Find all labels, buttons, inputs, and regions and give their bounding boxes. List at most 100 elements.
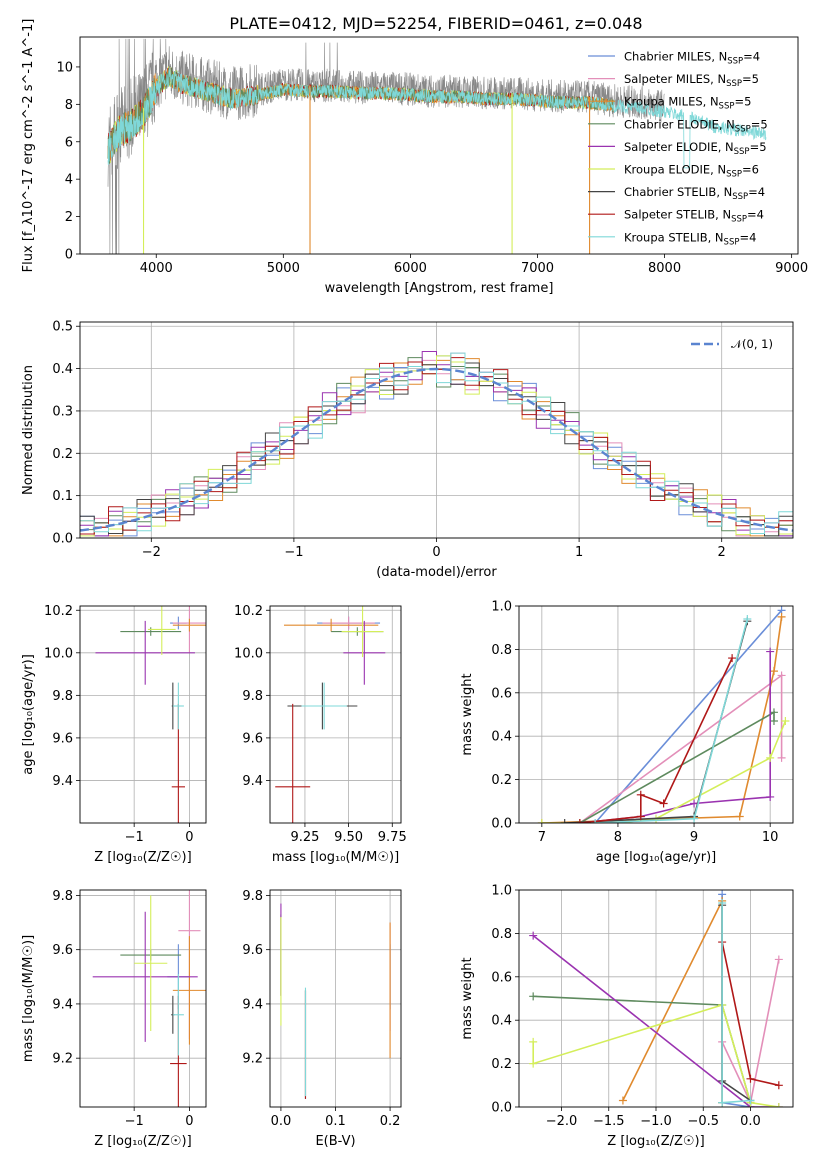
y-tick-label: 9.6 <box>242 943 263 958</box>
y-tick-label: 9.4 <box>52 997 73 1012</box>
x-tick-label: −1 <box>125 830 144 845</box>
mass-weight-marker <box>728 654 737 663</box>
mass-weight-line <box>532 934 779 1107</box>
legend-entry: Salpeter MILES, NSSP=5 <box>624 72 759 89</box>
y-tick-label: 9.4 <box>242 997 263 1012</box>
ticks: −1 0 9.4 9.6 9.8 10.0 10.2 <box>44 604 194 845</box>
grid <box>80 890 206 1107</box>
x-tick-label: −1.5 <box>593 1114 625 1129</box>
x-tick-label: 0.2 <box>380 1114 401 1129</box>
x-tick-label: 6000 <box>394 261 427 276</box>
errorbar-point <box>171 703 185 823</box>
mass-weight-line <box>579 651 771 823</box>
mass-weight-marker <box>777 753 786 762</box>
y-axis-label: mass [log₁₀(M/M☉)] <box>21 935 36 1062</box>
x-tick-label: 0 <box>432 545 440 560</box>
y-tick-label: 1.0 <box>491 884 512 899</box>
y-tick-label: 9.2 <box>242 1052 263 1067</box>
y-tick-label: 2 <box>65 210 73 225</box>
x-tick-label: 2 <box>718 545 726 560</box>
y-tick-label: 1.0 <box>491 600 512 615</box>
mass-weight-line <box>579 673 783 823</box>
plot-area <box>95 606 206 823</box>
y-axis-label: mass weight <box>460 673 475 755</box>
mass-weight-marker <box>781 717 790 726</box>
y-tick-label: 0.1 <box>52 489 73 504</box>
axes-frame <box>79 36 799 255</box>
errorbar-point <box>95 620 195 685</box>
axes-frame <box>518 889 794 1108</box>
legend-entry: Kroupa STELIB, NSSP=4 <box>624 230 756 247</box>
residuals-panel: −2 −1 0 1 2 0.0 0.1 0.2 0.3 0.4 0.5 (data-model)/er… <box>21 320 794 580</box>
ticks: 7 8 9 10 0.0 0.2 0.4 0.6 0.8 1.0 <box>491 600 778 846</box>
grid <box>270 606 401 823</box>
y-tick-label: 9.8 <box>242 689 263 704</box>
y-tick-label: 9.4 <box>242 774 263 789</box>
ticks: 0.0 0.1 0.2 9.2 9.4 9.6 9.8 <box>242 889 400 1129</box>
y-tick-label: 9.8 <box>52 689 73 704</box>
y-tick-label: 6 <box>65 135 73 150</box>
mass-weight-marker <box>575 819 584 823</box>
mass-weight-marker <box>636 812 645 821</box>
y-tick-label: 0.8 <box>491 927 512 942</box>
errorbar-point <box>322 616 375 630</box>
y-tick-label: 0.0 <box>52 532 73 547</box>
y-tick-label: 0.4 <box>491 1014 512 1029</box>
legend-entry: Kroupa MILES, NSSP=5 <box>624 95 751 112</box>
mass-weight-marker <box>659 799 668 808</box>
mass-weight-marker <box>769 667 778 676</box>
mass-weight-marker <box>636 790 645 799</box>
y-tick-label: 0.5 <box>52 320 73 335</box>
axes-frame <box>79 889 207 1108</box>
y-tick-label: 9.2 <box>52 1052 73 1067</box>
x-tick-label: 10 <box>762 830 779 845</box>
x-tick-label: 8000 <box>648 261 681 276</box>
legend-entry: Kroupa ELODIE, NSSP=6 <box>624 163 759 180</box>
errorbar-point <box>172 936 206 1045</box>
x-axis-label: (data-model)/error <box>376 565 497 580</box>
x-tick-label: −1 <box>284 545 303 560</box>
spectrum-legend: Chabrier MILES, NSSP=4 Salpeter MILES, NS… <box>588 50 768 247</box>
plot-area <box>529 890 783 1107</box>
y-tick-label: 10.2 <box>234 604 263 619</box>
y-tick-label: 0.0 <box>491 1101 512 1116</box>
mass-weight-marker <box>529 931 538 940</box>
normal-curve <box>80 367 793 532</box>
x-tick-label: 5000 <box>267 261 300 276</box>
x-axis-label: E(B-V) <box>315 1134 355 1149</box>
residual-histogram <box>80 352 793 534</box>
mass-weight-marker <box>746 1096 755 1105</box>
y-tick-label: 9.6 <box>52 943 73 958</box>
x-tick-label: 0 <box>185 830 193 845</box>
y-tick-label: 0.6 <box>491 970 512 985</box>
y-tick-label: 0.4 <box>52 362 73 377</box>
mass-weight-marker <box>537 819 546 823</box>
x-tick-label: −1.0 <box>640 1114 672 1129</box>
mass-weight-marker <box>560 819 569 823</box>
plot-area <box>280 903 391 1099</box>
mass-weight-marker <box>769 708 778 717</box>
y-tick-label: 0.3 <box>52 404 73 419</box>
x-tick-label: 0.0 <box>740 1114 761 1129</box>
x-tick-label: 9.50 <box>334 830 363 845</box>
mass-weight-line <box>721 894 751 1107</box>
y-tick-label: 9.8 <box>52 889 73 904</box>
mass-weight-marker <box>746 1074 755 1083</box>
mass-weight-marker <box>743 615 752 624</box>
y-axis-label: Normed distribution <box>21 365 36 495</box>
x-axis-label: Z [log₁₀(Z/Z☉)] <box>94 850 191 865</box>
y-tick-label: 0.8 <box>491 643 512 658</box>
x-axis-label: Z [log₁₀(Z/Z☉)] <box>94 1134 191 1149</box>
ticks: −2.0 −1.5 −1.0 −0.5 0.0 0.0 0.2 0.4 0.6 0.8 1.0 <box>491 884 761 1130</box>
ticks: 4000 5000 6000 7000 8000 9000 0 2 4 6 8 10 <box>56 60 808 276</box>
x-tick-label: 7000 <box>521 261 554 276</box>
y-tick-label: 4 <box>65 173 73 188</box>
mass-weight-marker <box>690 799 699 808</box>
mass-weight-marker <box>766 647 775 656</box>
mass-weight-marker <box>618 1096 627 1105</box>
mass_vs_ebv-panel: 0.0 0.1 0.2 9.2 9.4 9.6 9.8 E(B-V) <box>242 889 402 1149</box>
mass-weight-line <box>579 657 733 823</box>
ticks: −1 0 9.2 9.4 9.6 9.8 <box>52 889 193 1129</box>
y-tick-label: 10 <box>56 60 73 75</box>
